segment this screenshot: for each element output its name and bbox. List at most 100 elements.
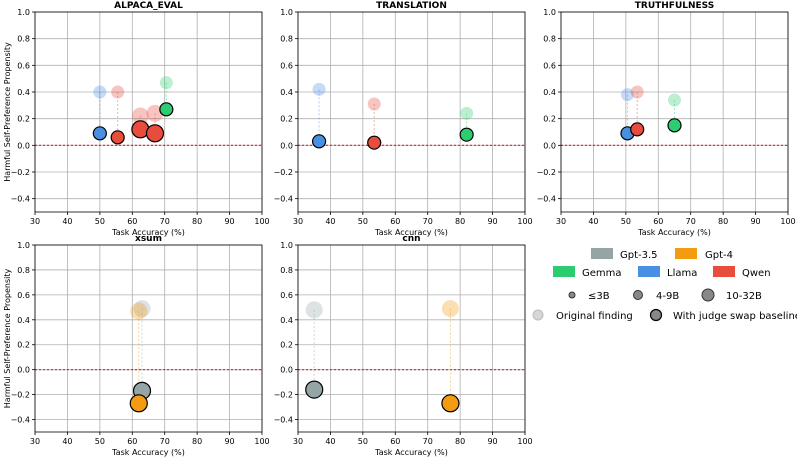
- y-tick-label: 0.2: [280, 341, 293, 350]
- y-tick-label: 0.8: [17, 266, 30, 275]
- swap-point-gpt-4: [129, 394, 148, 413]
- legend-label-gpt35: Gpt-3.5: [620, 250, 658, 261]
- y-tick-label: 0.8: [280, 35, 293, 44]
- x-tick-label: 70: [160, 437, 170, 446]
- x-tick-label: 30: [30, 437, 40, 446]
- x-tick-label: 90: [224, 437, 234, 446]
- legend-label-qwen: Qwen: [742, 268, 771, 279]
- legend-swap-label: With judge swap baseline: [673, 311, 797, 322]
- x-axis-label: Task Accuracy (%): [111, 448, 185, 457]
- legend-size-small-label: ≤3B: [588, 291, 610, 302]
- y-tick-label: 1.0: [543, 8, 556, 17]
- y-tick-label: 0.0: [280, 366, 293, 375]
- x-tick-label: 80: [718, 217, 728, 226]
- y-tick-label: 1.0: [280, 8, 293, 17]
- x-tick-label: 70: [423, 437, 433, 446]
- swap-point-gpt-4: [441, 394, 460, 413]
- legend-family-row-1: Gpt-3.5 Gpt-4: [591, 248, 733, 261]
- legend-size-large-label: 10-32B: [726, 291, 762, 302]
- x-tick-label: 70: [160, 217, 170, 226]
- y-tick-label: 0.4: [280, 88, 293, 97]
- legend-size-medium-label: 4-9B: [656, 291, 679, 302]
- y-tick-label: 0.2: [543, 115, 556, 124]
- x-tick-label: 60: [653, 217, 663, 226]
- original-point-qwen: [630, 85, 644, 99]
- x-tick-label: 30: [293, 217, 303, 226]
- y-tick-label: 0.0: [17, 366, 30, 375]
- swap-point-qwen: [145, 124, 165, 143]
- original-point-qwen: [367, 97, 381, 111]
- panel-title: cnn: [402, 234, 420, 244]
- y-tick-label: 0.0: [17, 141, 30, 150]
- legend-family-row-2: Gemma Llama Qwen: [553, 266, 771, 279]
- legend-swatch-gpt35: [591, 248, 613, 259]
- original-point-qwen: [111, 85, 125, 99]
- x-tick-label: 30: [30, 217, 40, 226]
- swap-point-gemma: [159, 102, 174, 117]
- panel-cnn: 30 40 50 60 70 80 90 100 −0.4 −0.2 0.0 0.2 0.4 0.6 0.8…: [274, 234, 533, 457]
- y-tick-label: 0.8: [280, 266, 293, 275]
- x-tick-label: 80: [192, 217, 202, 226]
- plot-frame: [297, 244, 526, 433]
- x-tick-label: 100: [517, 217, 532, 226]
- swap-point-qwen: [110, 130, 125, 145]
- x-tick-label: 50: [95, 437, 105, 446]
- y-tick-label: −0.4: [274, 416, 293, 425]
- x-tick-label: 60: [127, 437, 137, 446]
- y-tick-label: 0.4: [280, 316, 293, 325]
- x-tick-label: 50: [358, 437, 368, 446]
- plot-frame: [560, 11, 789, 213]
- y-tick-label: 0.8: [543, 35, 556, 44]
- y-tick-label: 1.0: [17, 241, 30, 250]
- panel-title: TRUTHFULNESS: [635, 1, 714, 11]
- x-tick-label: 40: [325, 217, 335, 226]
- original-point-gpt-4: [441, 300, 459, 318]
- y-tick-label: 0.2: [17, 341, 30, 350]
- legend-label-llama: Llama: [667, 268, 697, 279]
- x-tick-label: 90: [750, 217, 760, 226]
- x-tick-label: 40: [588, 217, 598, 226]
- original-point-llama: [312, 82, 326, 96]
- panel-alpaca-eval: 30 40 50 60 70 80 90 100 −0.4 −0.2 0.0 0.2 0.4 0.6 0.8…: [3, 1, 270, 237]
- panel-translation: 30 40 50 60 70 80 90 100 −0.4 −0.2 0.0 0.2 0.4 0.6 0.8…: [274, 1, 533, 237]
- x-tick-label: 80: [192, 437, 202, 446]
- original-point-gpt-4: [130, 302, 148, 320]
- x-tick-label: 50: [621, 217, 631, 226]
- swap-point-gemma: [459, 127, 474, 142]
- x-tick-label: 80: [455, 217, 465, 226]
- legend-swatch-qwen: [713, 266, 735, 277]
- y-tick-label: −0.4: [274, 195, 293, 204]
- x-tick-label: 80: [455, 437, 465, 446]
- swap-point-qwen: [367, 135, 382, 150]
- original-point-qwen: [131, 107, 149, 125]
- x-tick-label: 60: [127, 217, 137, 226]
- y-tick-label: 0.6: [543, 61, 556, 70]
- y-tick-label: 0.4: [543, 88, 556, 97]
- legend-marker-row: Original finding With judge swap baselin…: [532, 308, 797, 322]
- panel-xsum: 30 40 50 60 70 80 90 100 −0.4 −0.2 0.0 0.2 0.4 0.6 0.8…: [3, 234, 270, 457]
- y-tick-label: −0.2: [274, 168, 293, 177]
- swap-point-gemma: [667, 118, 682, 133]
- panel-truthfulness: 30 40 50 60 70 80 90 100 −0.4 −0.2 0.0 0.2 0.4 0.6 0.8…: [537, 1, 796, 237]
- x-tick-label: 40: [62, 217, 72, 226]
- x-axis-label: Task Accuracy (%): [637, 228, 711, 237]
- y-tick-label: −0.2: [11, 391, 30, 400]
- y-tick-label: 0.2: [280, 115, 293, 124]
- x-tick-label: 90: [224, 217, 234, 226]
- x-tick-label: 70: [423, 217, 433, 226]
- y-tick-label: −0.2: [274, 391, 293, 400]
- y-tick-label: 0.6: [17, 291, 30, 300]
- y-tick-label: 0.2: [17, 115, 30, 124]
- original-point-qwen: [146, 104, 164, 122]
- x-tick-label: 30: [293, 437, 303, 446]
- y-tick-label: 0.8: [17, 35, 30, 44]
- original-point-gpt-3-5: [305, 301, 323, 319]
- swap-point-gpt-3-5: [305, 380, 324, 399]
- y-tick-label: 1.0: [280, 241, 293, 250]
- swap-point-qwen: [630, 122, 645, 137]
- legend-size-small-marker: [568, 291, 576, 299]
- y-tick-label: 1.0: [17, 8, 30, 17]
- legend-swatch-llama: [638, 266, 660, 277]
- legend-size-large-marker: [701, 288, 715, 302]
